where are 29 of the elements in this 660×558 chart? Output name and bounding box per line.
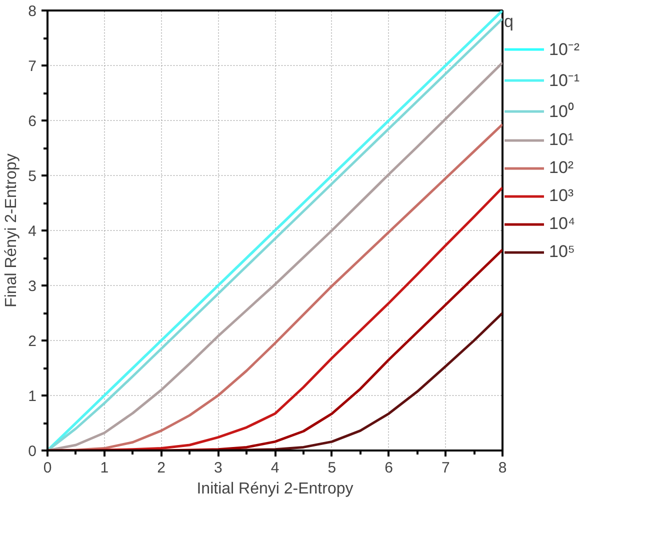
y-tick-label: 7 — [28, 58, 36, 75]
y-axis-title: Final Rényi 2-Entropy — [3, 154, 20, 308]
legend-label: 10² — [549, 158, 574, 178]
x-axis-title: Initial Rényi 2-Entropy — [196, 480, 354, 498]
x-tick-label: 2 — [157, 460, 166, 476]
x-tick-label: 1 — [100, 460, 109, 476]
legend-label: 10⁰ — [549, 101, 574, 122]
y-tick-label: 2 — [28, 333, 36, 350]
legend-label: 10⁻¹ — [549, 70, 580, 91]
y-tick-label: 3 — [28, 278, 36, 295]
y-tick-label: 6 — [28, 113, 36, 130]
y-tick-label: 8 — [28, 3, 36, 20]
y-tick-label: 5 — [28, 168, 36, 185]
x-tick-label: 3 — [214, 460, 222, 476]
legend-label: 10⁴ — [549, 214, 576, 234]
y-tick-label: 4 — [28, 223, 36, 240]
legend-label: 10³ — [549, 186, 574, 206]
y-tick-label: 1 — [28, 388, 36, 405]
legend-label: 10¹ — [549, 130, 574, 150]
x-tick-label: 0 — [43, 460, 52, 476]
legend-label: 10⁻² — [549, 39, 580, 60]
x-tick-label: 8 — [498, 460, 507, 476]
x-tick-label: 7 — [441, 460, 450, 476]
x-tick-label: 5 — [328, 460, 336, 476]
y-tick-label: 0 — [28, 443, 36, 460]
legend-title: q — [504, 12, 514, 32]
x-tick-label: 6 — [384, 460, 393, 476]
legend-label: 10⁵ — [549, 242, 575, 262]
x-tick-label: 4 — [270, 460, 280, 476]
